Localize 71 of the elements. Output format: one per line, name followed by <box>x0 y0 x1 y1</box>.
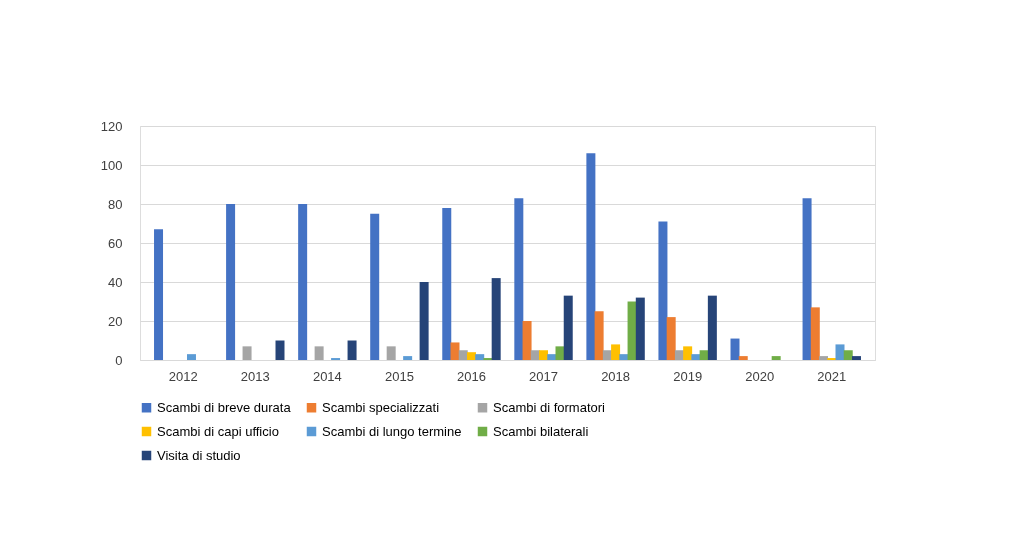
x-tick-label: 2016 <box>457 368 486 384</box>
bar <box>658 221 668 360</box>
bar <box>458 350 468 360</box>
y-tick-label: 120 <box>100 118 123 134</box>
bar <box>370 213 380 360</box>
bar <box>594 311 604 360</box>
bar <box>539 350 549 360</box>
bar <box>242 346 252 360</box>
x-tick-label: 2021 <box>817 368 847 384</box>
bar <box>843 350 853 360</box>
x-tick-label: 2012 <box>168 368 198 384</box>
bar <box>186 354 196 360</box>
bar <box>674 350 684 360</box>
bar <box>403 356 413 360</box>
x-tick-label: 2013 <box>240 368 270 384</box>
legend-label: Scambi bilaterali <box>493 423 589 439</box>
y-tick-label: 100 <box>100 157 123 173</box>
x-tick-label: 2020 <box>745 368 775 384</box>
bar <box>522 321 532 360</box>
legend-label: Scambi di formatori <box>493 399 606 415</box>
bar <box>298 204 308 360</box>
x-tick-label: 2014 <box>312 368 342 384</box>
bar <box>442 207 452 360</box>
bar <box>666 317 676 360</box>
bar <box>555 346 565 360</box>
bar <box>611 344 621 360</box>
bar <box>835 344 845 360</box>
legend-label: Scambi di breve durata <box>157 399 292 415</box>
bar <box>810 307 820 360</box>
bar <box>314 346 324 360</box>
bar <box>619 354 629 360</box>
y-tick-label: 60 <box>108 235 123 251</box>
y-tick-label: 0 <box>115 352 123 368</box>
bar <box>563 295 573 360</box>
bar <box>602 350 612 360</box>
bar <box>691 354 701 360</box>
bar <box>683 346 693 360</box>
bar <box>419 282 429 360</box>
bar <box>635 297 645 360</box>
bar <box>154 229 164 360</box>
bar <box>466 352 476 360</box>
legend-label: Visita di studio <box>157 447 241 463</box>
bar <box>347 340 357 360</box>
x-tick-label: 2017 <box>529 368 558 384</box>
bar <box>450 342 460 360</box>
bar <box>707 295 717 360</box>
bar <box>226 204 236 360</box>
bar <box>738 356 748 360</box>
bar <box>802 198 812 360</box>
bar <box>819 356 829 360</box>
y-tick-label: 40 <box>108 274 123 290</box>
bar <box>514 198 524 360</box>
x-tick-label: 2015 <box>384 368 414 384</box>
legend-label: Scambi di capi ufficio <box>157 423 279 439</box>
bar <box>530 350 540 360</box>
legend-label: Scambi di lungo termine <box>322 423 462 439</box>
y-tick-label: 80 <box>108 196 123 212</box>
bar <box>699 350 709 360</box>
bar <box>547 354 557 360</box>
legend-label: Scambi specializzati <box>322 399 440 415</box>
x-tick-label: 2018 <box>601 368 631 384</box>
bar <box>730 338 740 360</box>
bar <box>771 356 781 360</box>
x-tick-label: 2019 <box>673 368 703 384</box>
bar <box>275 340 285 360</box>
bar <box>386 346 396 360</box>
bar <box>491 278 501 360</box>
bar <box>586 153 596 360</box>
bar <box>475 354 485 360</box>
y-tick-label: 20 <box>108 313 123 329</box>
bar <box>851 356 861 360</box>
